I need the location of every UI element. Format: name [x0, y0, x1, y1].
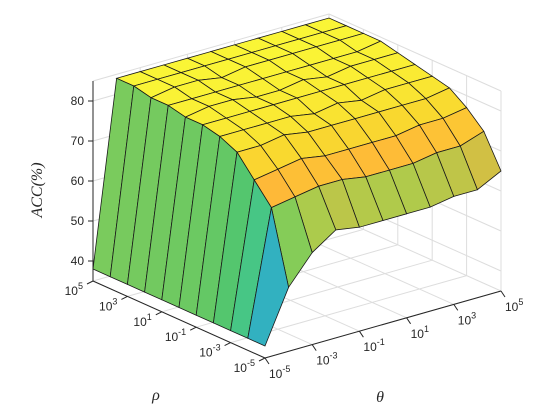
y-tick-mark	[311, 344, 317, 351]
x-tick-mark	[121, 295, 128, 300]
x-tick-mark	[155, 311, 163, 316]
x-axis-label: ρ	[151, 387, 160, 404]
wall-gridline	[92, 13, 330, 82]
y-tick-label: 10-5	[269, 364, 290, 381]
y-tick-label: 103	[458, 310, 476, 327]
x-tick-mark	[86, 280, 94, 285]
y-tick-mark	[500, 290, 506, 298]
z-tick-label: 70	[71, 134, 85, 148]
y-axis-label: θ	[376, 389, 384, 406]
tick-layer: 105 103 101 10-1 10-3 10-5 10-5 10-3 10-1 101 103 1…	[65, 94, 524, 381]
x-tick-mark	[189, 326, 197, 331]
z-tick-label: 50	[71, 214, 85, 228]
y-tick-label: 105	[505, 297, 523, 314]
y-tick-mark	[358, 330, 364, 338]
y-tick-label: 101	[411, 324, 429, 341]
x-tick-label: 10-5	[234, 358, 255, 375]
wall-gridline	[328, 13, 502, 92]
x-tick-label: 10-1	[165, 327, 186, 344]
x-tick-mark	[258, 357, 266, 362]
surface-layer	[92, 17, 502, 347]
y-tick-label: 10-1	[363, 337, 384, 354]
x-tick-mark	[224, 342, 231, 347]
z-axis-label: ACC(%)	[29, 162, 46, 218]
x-tick-label: 105	[65, 281, 83, 298]
z-tick-label: 60	[71, 174, 85, 188]
y-axis-line	[264, 290, 502, 359]
x-tick-label: 101	[133, 312, 151, 329]
y-tick-mark	[453, 304, 459, 311]
z-tick-label: 80	[71, 94, 85, 108]
z-tick-label: 40	[71, 254, 85, 268]
y-tick-mark	[264, 357, 270, 365]
x-tick-label: 103	[99, 296, 117, 313]
x-axis-line	[92, 280, 266, 359]
y-tick-label: 10-3	[316, 351, 337, 368]
x-tick-label: 10-3	[199, 343, 220, 360]
y-tick-mark	[406, 317, 412, 325]
surface-patch	[247, 207, 290, 347]
